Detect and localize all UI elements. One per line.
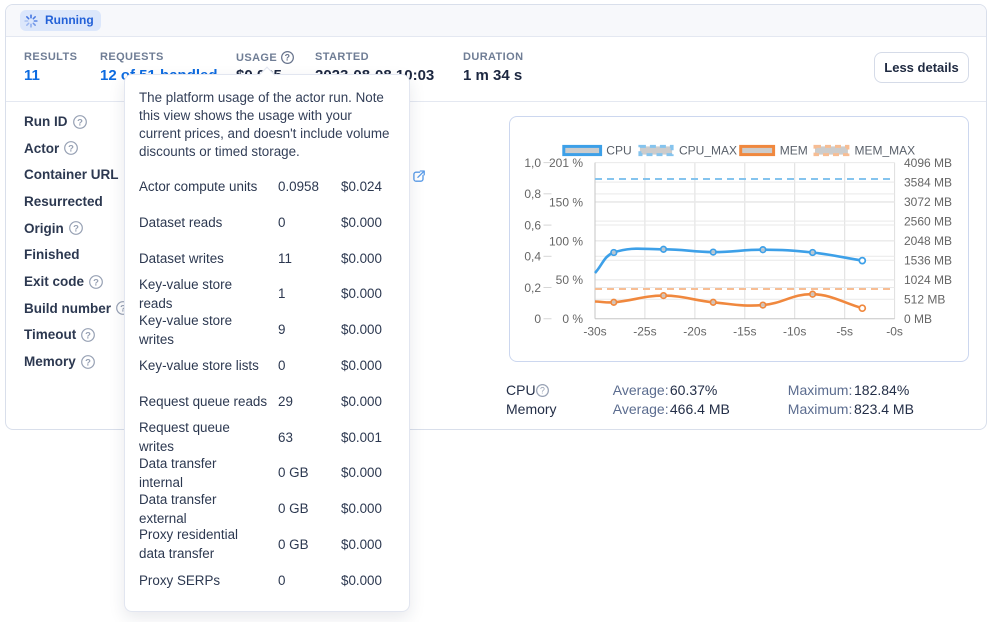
svg-text:-30s: -30s [583,325,606,339]
svg-text:?: ? [85,357,91,368]
svg-text:1024 MB: 1024 MB [904,273,952,287]
svg-text:-5s: -5s [836,325,853,339]
svg-text:3584 MB: 3584 MB [904,175,952,189]
svg-text:3072 MB: 3072 MB [904,195,952,209]
svg-text:2560 MB: 2560 MB [904,215,952,229]
svg-text:-0s: -0s [886,325,903,339]
svg-text:100 %: 100 % [549,234,583,248]
svg-text:-15s: -15s [733,325,756,339]
svg-text:0,4: 0,4 [524,250,541,264]
svg-text:?: ? [540,386,545,396]
svg-text:0,6: 0,6 [524,218,541,232]
svg-text:?: ? [285,53,291,63]
svg-text:0 MB: 0 MB [904,312,932,326]
svg-text:?: ? [68,143,74,154]
svg-text:?: ? [73,223,79,234]
svg-text:?: ? [85,330,91,341]
svg-text:201 %: 201 % [549,156,583,170]
svg-text:MEM: MEM [780,144,808,158]
svg-text:CPU: CPU [606,144,631,158]
svg-text:-10s: -10s [783,325,806,339]
svg-text:512 MB: 512 MB [904,293,945,307]
svg-text:0,2: 0,2 [524,281,541,295]
svg-text:CPU_MAX: CPU_MAX [679,144,737,158]
svg-text:-20s: -20s [683,325,706,339]
svg-text:-25s: -25s [633,325,656,339]
svg-text:1,0: 1,0 [524,156,541,170]
svg-text:0,8: 0,8 [524,187,541,201]
svg-text:0: 0 [534,312,541,326]
svg-text:1536 MB: 1536 MB [904,254,952,268]
svg-text:0 %: 0 % [562,312,583,326]
svg-text:50 %: 50 % [556,273,584,287]
svg-text:MEM_MAX: MEM_MAX [855,144,916,158]
svg-text:4096 MB: 4096 MB [904,156,952,170]
svg-text:?: ? [77,117,83,128]
svg-text:2048 MB: 2048 MB [904,234,952,248]
svg-text:150 %: 150 % [549,196,583,210]
svg-text:?: ? [93,277,99,288]
svg-text:?: ? [120,303,126,314]
